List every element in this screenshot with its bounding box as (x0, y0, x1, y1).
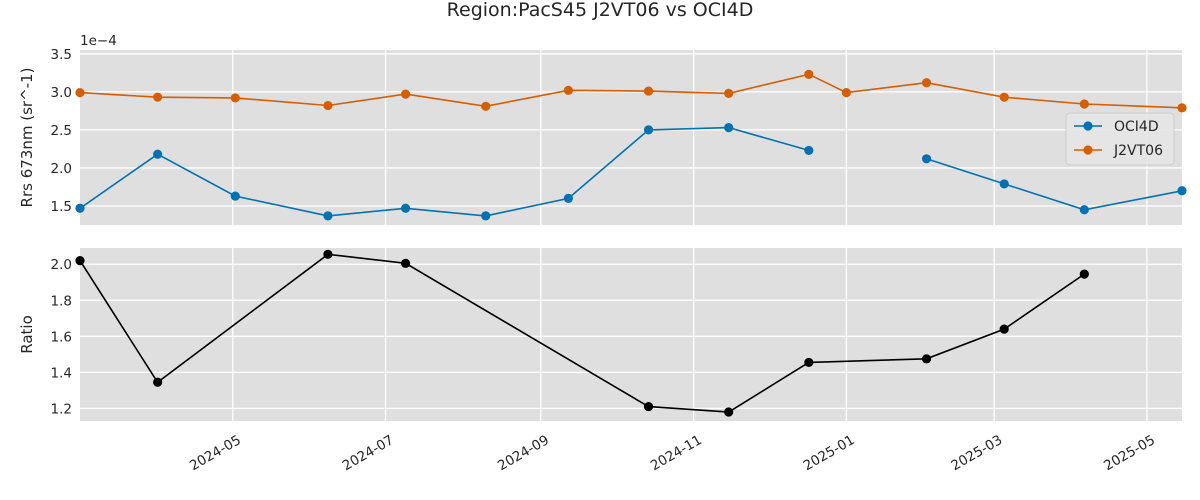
top-y-tick-label: 3.0 (51, 85, 72, 101)
data-point (323, 211, 333, 221)
top-y-tick-label: 2.5 (51, 123, 72, 139)
data-point (230, 191, 240, 201)
x-tick-label: 2024-09 (495, 432, 552, 474)
data-point (724, 88, 734, 98)
x-tick-label: 2025-03 (948, 432, 1005, 474)
bottom-y-tick-label: 2.0 (51, 257, 72, 273)
data-point (724, 407, 734, 417)
data-point (804, 145, 814, 156)
data-point (841, 88, 851, 98)
legend-label: OCI4D (1114, 119, 1159, 135)
bottom-y-tick-label: 1.2 (51, 401, 72, 417)
data-point (1177, 103, 1187, 113)
data-point (804, 69, 814, 79)
data-point (75, 203, 85, 213)
data-point (153, 149, 163, 159)
legend-entry-j2vt06: J2VT06 (1074, 143, 1163, 159)
bottom-y-tick-label: 1.6 (51, 329, 72, 345)
data-point (400, 89, 411, 99)
oci4d-series (75, 123, 1187, 221)
legend: OCI4D J2VT06 (1065, 112, 1175, 166)
top-y-tick-label: 3.5 (51, 47, 72, 63)
x-axis: 2024-05 2024-07 2024-09 2024-11 2025-01 2025-… (187, 432, 1158, 474)
data-point (400, 203, 411, 213)
data-point (1177, 186, 1187, 196)
data-point (643, 401, 654, 412)
top-plot-background (80, 50, 1182, 225)
data-point (323, 249, 333, 259)
top-y-axis-label: Rrs 673nm (sr^-1) (18, 68, 36, 208)
data-point (643, 125, 654, 135)
data-point (323, 100, 333, 111)
data-point (999, 179, 1009, 189)
data-point (153, 377, 163, 387)
legend-label: J2VT06 (1113, 143, 1163, 159)
legend-entry-oci4d: OCI4D (1074, 119, 1159, 135)
bottom-y-tick-label: 1.4 (51, 365, 72, 381)
data-point (999, 324, 1009, 334)
top-y-tick-label: 1.5 (51, 199, 72, 215)
x-tick-label: 2025-01 (801, 432, 858, 474)
top-panel: 1.5 2.0 2.5 3.0 3.5 Rrs 673nm (sr^-1) 1e−4 (18, 33, 1187, 225)
data-point (1079, 269, 1089, 279)
data-point (481, 211, 491, 221)
x-tick-label: 2024-11 (648, 432, 705, 474)
data-point (153, 92, 163, 102)
data-point (1079, 205, 1089, 215)
bottom-y-axis-label: Ratio (18, 315, 36, 354)
series-line (926, 158, 1183, 211)
data-point (921, 354, 932, 364)
data-point (1079, 99, 1089, 109)
legend-marker (1083, 121, 1093, 131)
j2vt06-series (75, 69, 1187, 113)
data-point (400, 258, 411, 268)
data-point (563, 85, 573, 95)
data-point (75, 88, 85, 98)
series-line (79, 253, 1085, 413)
data-point (804, 357, 814, 368)
legend-marker (1083, 145, 1093, 155)
ratio-series (75, 249, 1089, 417)
data-point (921, 78, 932, 88)
x-tick-label: 2025-05 (1101, 432, 1158, 474)
series-line (79, 126, 810, 217)
top-y-tick-label: 2.0 (51, 161, 72, 177)
data-point (921, 154, 932, 164)
data-point (563, 193, 573, 203)
bottom-plot-background (80, 248, 1182, 421)
data-point (724, 123, 734, 133)
data-point (75, 256, 85, 266)
x-tick-label: 2024-07 (340, 432, 397, 474)
y-offset-label: 1e−4 (80, 33, 117, 49)
bottom-y-tick-label: 1.8 (51, 293, 72, 309)
data-point (999, 92, 1009, 102)
bottom-panel: 1.2 1.4 1.6 1.8 2.0 Ratio (18, 248, 1182, 421)
data-point (230, 93, 240, 103)
data-point (481, 101, 491, 111)
data-point (643, 86, 654, 96)
x-tick-label: 2024-05 (187, 432, 244, 474)
chart-title: Region:PacS45 J2VT06 vs OCI4D (447, 0, 754, 21)
